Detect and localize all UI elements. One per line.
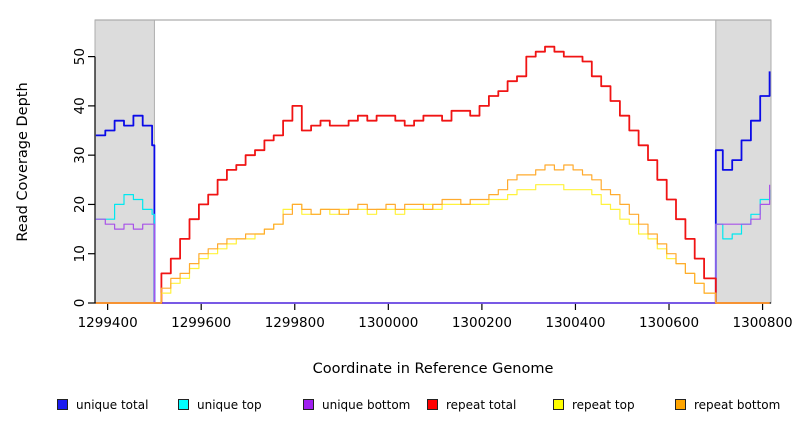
- x-tick-label: 1299400: [78, 315, 138, 331]
- series-line-repeat-total: [95, 45, 770, 304]
- y-tick-label: 0: [72, 299, 88, 308]
- y-axis-title: Read Coverage Depth: [15, 82, 31, 241]
- x-tick-label: 1299800: [265, 315, 325, 331]
- shaded-region-right: [715, 19, 772, 304]
- x-tick-label: 1300800: [733, 315, 792, 331]
- series-line-repeat-bottom: [95, 164, 770, 304]
- y-tick-label: 30: [72, 147, 88, 164]
- x-tick-label: 1300600: [639, 315, 699, 331]
- y-tick-label: 40: [72, 97, 88, 114]
- series-line-repeat-top: [95, 184, 770, 304]
- x-tick-label: 1300000: [358, 315, 418, 331]
- x-tick-label: 1299600: [171, 315, 231, 331]
- series-line-unique-bottom: [95, 184, 771, 304]
- y-tick-label: 10: [72, 245, 88, 262]
- x-tick-label: 1300200: [452, 315, 512, 331]
- plot-layers: 1299400 1299600 1299800 1300000 1300200 13004…: [72, 19, 792, 331]
- x-tick-label: 1300400: [545, 315, 605, 331]
- x-axis-title: Coordinate in Reference Genome: [313, 361, 554, 377]
- shaded-region-left: [94, 19, 155, 304]
- y-tick-label: 20: [72, 196, 88, 213]
- y-tick-label: 50: [72, 48, 88, 65]
